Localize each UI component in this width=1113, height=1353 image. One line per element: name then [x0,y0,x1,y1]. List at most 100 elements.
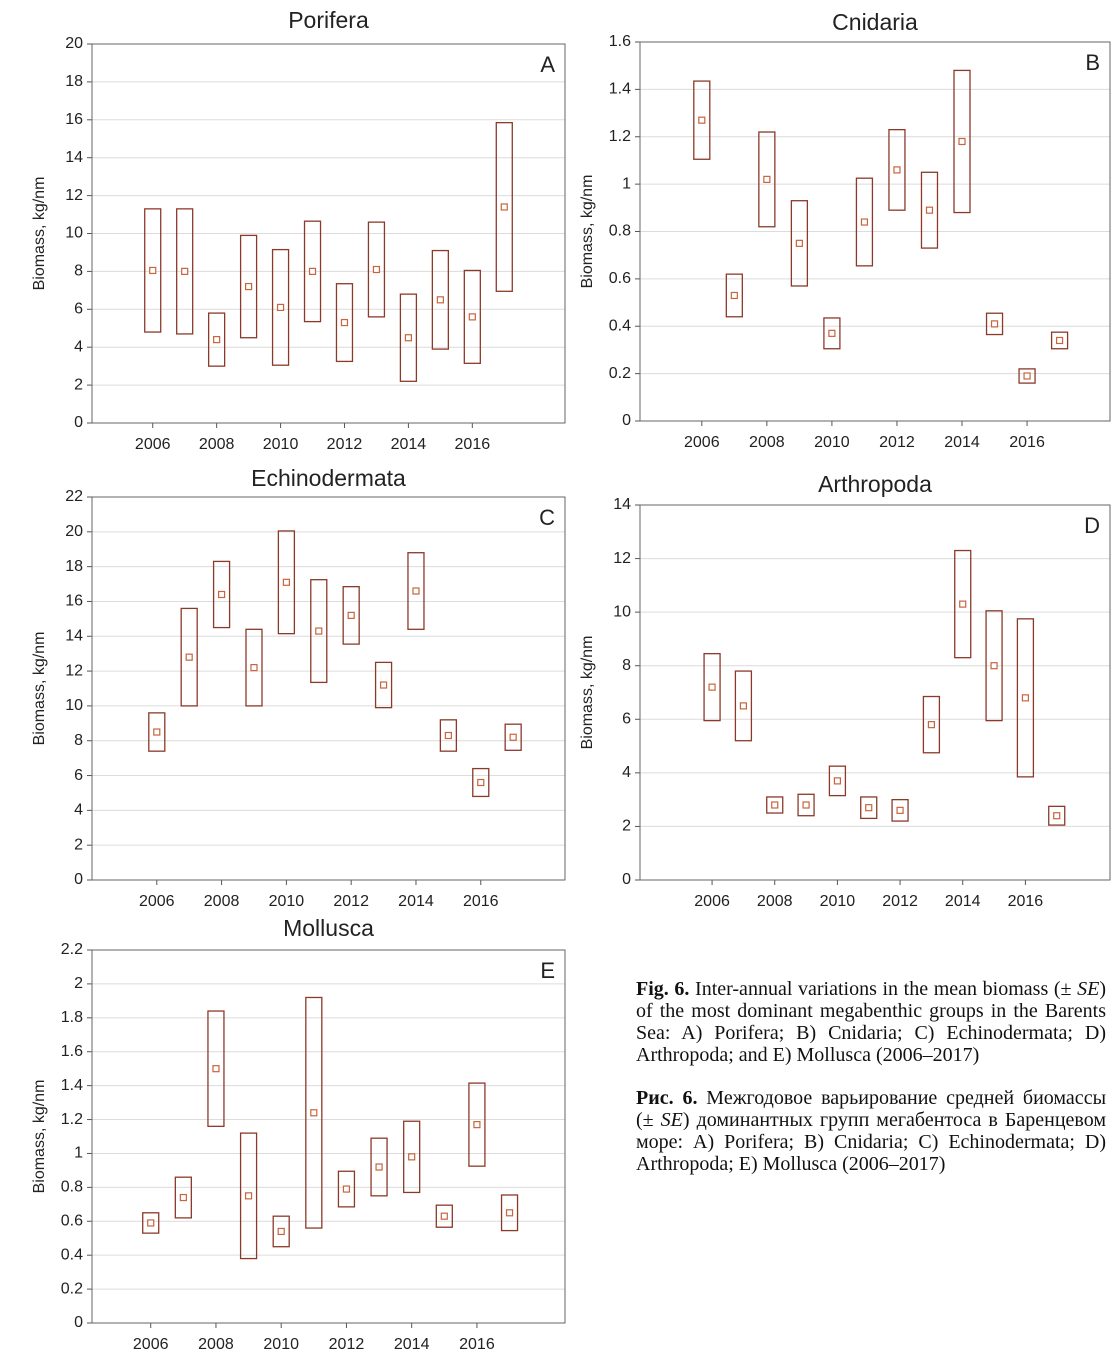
se-box [174,1176,192,1219]
mean-marker [372,265,381,274]
se-box [1016,618,1035,778]
mean-marker [927,721,936,729]
x-tick-label: 2014 [394,1336,430,1353]
mean-marker [990,320,999,328]
mean-marker [730,291,738,300]
y-tick-label: 12 [65,187,83,204]
y-tick-label: 1.2 [609,128,631,145]
chart: Cnidaria B Biomass, kg/nm 0 0.2 0.4 0.6 0.8 1 1.2… [579,9,1111,451]
panel-label: B [1085,50,1100,75]
panel-label: D [1084,513,1100,538]
y-tick-label: 1.8 [61,1009,83,1026]
mean-marker [276,303,285,312]
y-tick-label: 2.2 [61,941,83,958]
mean-marker [282,578,290,586]
mean-marker [440,1212,448,1220]
se-box [305,996,323,1229]
y-tick-label: 6 [74,301,83,318]
mean-marker [509,733,517,741]
x-tick-label: 2012 [879,434,915,451]
mean-marker [375,1163,383,1171]
mean-marker [925,206,934,214]
y-tick-label: 0 [74,1314,83,1331]
y-tick-label: 1.4 [61,1077,83,1094]
x-tick-label: 2010 [263,436,299,453]
x-tick-label: 2006 [684,434,720,451]
panel-label: E [540,958,555,983]
y-tick-label: 10 [65,697,83,714]
mean-marker [149,266,157,275]
chart-title: Arthropoda [818,471,932,497]
y-tick-label: 0 [74,414,83,431]
y-tick-label: 2 [74,376,83,393]
x-tick-label: 2008 [757,893,793,910]
se-box [342,586,360,645]
se-box [403,1120,421,1194]
mean-marker [698,116,706,124]
y-tick-label: 0.8 [61,1179,83,1196]
y-tick-label: 0.4 [61,1246,83,1263]
se-box [985,610,1003,722]
y-tick-label: 0.8 [609,223,631,240]
se-box [180,607,198,707]
se-box [1048,805,1066,826]
chart-title: Cnidaria [832,9,918,35]
y-tick-label: 2 [622,818,631,835]
se-box [758,131,776,228]
y-tick-label: 14 [65,627,83,644]
se-box [985,312,1004,336]
x-tick-label: 2014 [391,436,427,453]
mean-marker [473,1121,481,1129]
se-box [239,234,258,339]
mean-marker [1023,372,1031,380]
mean-marker [315,627,323,635]
mean-marker [404,334,412,342]
mean-marker [802,801,810,809]
mean-marker [217,590,226,599]
y-tick-label: 20 [65,35,83,52]
se-box [176,208,194,335]
mean-marker [379,681,388,689]
x-tick-label: 2010 [269,893,305,910]
y-axis-label: Biomass, kg/nm [579,175,596,289]
x-tick-label: 2006 [133,1336,169,1353]
se-box [855,177,874,267]
mean-marker [763,175,771,183]
y-tick-label: 6 [622,711,631,728]
mean-marker [1055,336,1064,345]
se-box [891,798,909,822]
se-box [207,312,226,367]
mean-marker [212,1065,220,1073]
caption-label: Fig. 6. [636,978,690,1000]
mean-marker [340,318,349,327]
se-box [335,283,354,363]
plot-frame [91,496,566,881]
mean-marker [708,683,716,691]
se-box [472,767,490,798]
se-box [277,530,296,635]
caption-text: ) доминантных групп мегабентоса в Баренц… [636,1109,1106,1175]
x-tick-label: 2016 [459,1336,495,1353]
y-tick-label: 0.6 [61,1212,83,1229]
y-tick-label: 1.4 [609,81,631,98]
y-tick-label: 8 [74,732,83,749]
se-box [725,273,743,318]
se-box [407,552,425,630]
mean-marker [795,239,803,247]
y-tick-label: 1 [622,175,631,192]
y-tick-label: 8 [74,263,83,280]
x-tick-label: 2014 [398,893,434,910]
se-box [367,221,386,318]
y-axis-label: Biomass, kg/nm [31,632,48,746]
caption-ru: Рис. 6. Межгодовое варьирование средней … [636,1087,1106,1175]
mean-marker [477,778,485,787]
chart-title: Porifera [288,7,369,33]
caption-label: Рис. 6. [636,1087,698,1109]
y-tick-label: 4 [74,802,83,819]
se-box [148,712,166,752]
se-box [823,317,841,350]
y-tick-label: 20 [65,523,83,540]
se-box [337,1170,356,1208]
